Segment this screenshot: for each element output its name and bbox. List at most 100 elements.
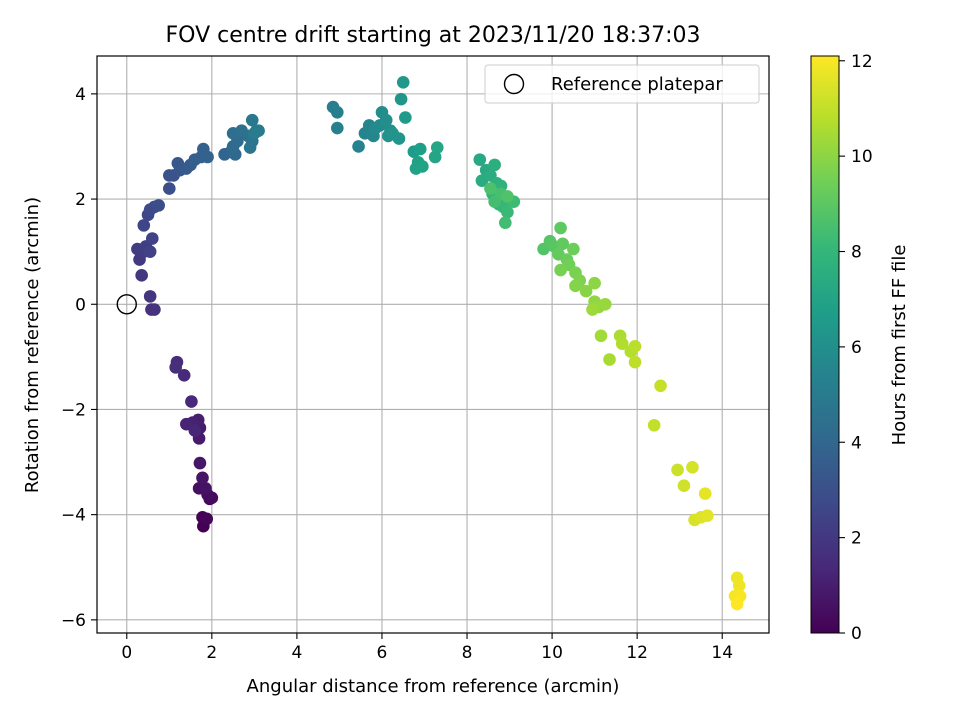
x-axis-ticks: 0 2 4 6 8 10 12 14 bbox=[121, 633, 733, 663]
data-point bbox=[484, 182, 497, 195]
chart-title: FOV centre drift starting at 2023/11/20 … bbox=[166, 23, 701, 48]
data-point bbox=[177, 368, 191, 382]
data-point bbox=[677, 479, 691, 493]
x-tick-label-6: 12 bbox=[626, 643, 648, 663]
data-point bbox=[148, 303, 161, 316]
colorbar: 0 2 4 6 8 10 12 Hours from first FF file bbox=[810, 52, 910, 644]
data-point bbox=[152, 199, 165, 212]
x-axis-label: Angular distance from reference (arcmin) bbox=[247, 676, 620, 697]
colorbar-ticks: 0 2 4 6 8 10 12 bbox=[839, 52, 873, 644]
data-point bbox=[243, 141, 257, 154]
data-point bbox=[169, 361, 182, 374]
colorbar-label: Hours from first FF file bbox=[889, 245, 910, 446]
data-point bbox=[331, 105, 344, 119]
legend-box bbox=[484, 64, 760, 104]
data-point bbox=[569, 279, 582, 293]
data-point bbox=[554, 263, 567, 277]
data-point bbox=[416, 160, 429, 173]
data-point bbox=[586, 303, 599, 316]
data-point bbox=[603, 353, 616, 366]
data-point bbox=[379, 113, 393, 127]
data-point bbox=[499, 216, 512, 230]
data-point bbox=[145, 232, 159, 245]
data-point bbox=[488, 158, 501, 172]
data-point bbox=[654, 379, 667, 393]
data-point bbox=[628, 340, 642, 353]
colorbar-tick-label-6: 12 bbox=[851, 52, 873, 72]
data-point bbox=[143, 245, 157, 258]
legend: Reference platepar bbox=[484, 64, 760, 104]
x-tick-label-0: 0 bbox=[121, 643, 132, 663]
data-point bbox=[554, 221, 567, 235]
reference-marker-group bbox=[116, 294, 137, 315]
data-point bbox=[430, 141, 444, 154]
data-point bbox=[200, 512, 214, 526]
colorbar-tick-label-1: 2 bbox=[851, 529, 862, 549]
x-tick-label-4: 8 bbox=[462, 643, 473, 663]
data-point bbox=[392, 132, 406, 145]
colorbar-tick-label-0: 0 bbox=[851, 624, 862, 644]
data-point bbox=[137, 219, 151, 232]
data-point bbox=[579, 284, 593, 298]
grid-lines bbox=[97, 56, 769, 633]
y-tick-label-0: −6 bbox=[61, 611, 86, 631]
data-point bbox=[245, 113, 259, 127]
reference-platepar-marker bbox=[116, 294, 137, 315]
data-point bbox=[730, 597, 744, 611]
data-point bbox=[352, 140, 365, 153]
y-tick-label-3: 0 bbox=[75, 295, 86, 315]
data-point bbox=[196, 471, 209, 485]
data-point bbox=[248, 127, 261, 140]
data-point bbox=[143, 290, 157, 303]
data-point bbox=[615, 337, 629, 351]
data-point bbox=[698, 487, 712, 500]
colorbar-tick-label-5: 10 bbox=[851, 147, 873, 167]
data-point bbox=[556, 237, 570, 251]
colorbar-tick-label-4: 8 bbox=[851, 243, 862, 263]
data-point bbox=[671, 463, 684, 477]
legend-label-reference: Reference platepar bbox=[551, 74, 723, 95]
colorbar-gradient bbox=[810, 55, 840, 634]
data-point bbox=[473, 153, 487, 166]
data-point bbox=[163, 182, 176, 195]
x-tick-label-2: 4 bbox=[291, 643, 302, 663]
data-point bbox=[396, 75, 410, 89]
data-point bbox=[598, 297, 612, 311]
legend-marker-reference bbox=[503, 73, 525, 95]
y-tick-label-4: 2 bbox=[75, 190, 86, 210]
data-point bbox=[594, 329, 608, 343]
data-point bbox=[701, 509, 714, 523]
y-tick-label-2: −2 bbox=[61, 400, 86, 420]
x-tick-label-5: 10 bbox=[541, 643, 563, 663]
scatter-points bbox=[131, 75, 747, 611]
data-point bbox=[199, 482, 212, 495]
data-point bbox=[394, 92, 408, 106]
data-point bbox=[647, 418, 661, 432]
data-point bbox=[331, 121, 344, 135]
data-point bbox=[413, 142, 427, 156]
data-point bbox=[588, 276, 601, 290]
plot-frame bbox=[96, 55, 770, 634]
data-point bbox=[686, 461, 699, 474]
data-point bbox=[193, 456, 207, 470]
y-axis-ticks: −6 −4 −2 0 2 4 bbox=[61, 85, 97, 631]
y-tick-label-1: −4 bbox=[61, 506, 86, 526]
data-point bbox=[428, 150, 442, 164]
x-tick-label-7: 14 bbox=[711, 643, 733, 663]
data-point bbox=[399, 111, 412, 124]
data-point bbox=[188, 424, 202, 437]
data-point bbox=[567, 242, 580, 256]
x-tick-label-3: 6 bbox=[377, 643, 388, 663]
y-tick-label-5: 4 bbox=[75, 85, 86, 105]
y-axis-label: Rotation from reference (arcmin) bbox=[22, 197, 43, 493]
data-point bbox=[628, 355, 642, 369]
data-point bbox=[732, 579, 746, 592]
data-point bbox=[185, 395, 198, 408]
x-tick-label-1: 2 bbox=[206, 643, 217, 663]
data-point bbox=[135, 269, 148, 282]
data-point bbox=[201, 150, 214, 164]
colorbar-tick-label-3: 6 bbox=[851, 338, 862, 358]
colorbar-tick-label-2: 4 bbox=[851, 433, 862, 453]
